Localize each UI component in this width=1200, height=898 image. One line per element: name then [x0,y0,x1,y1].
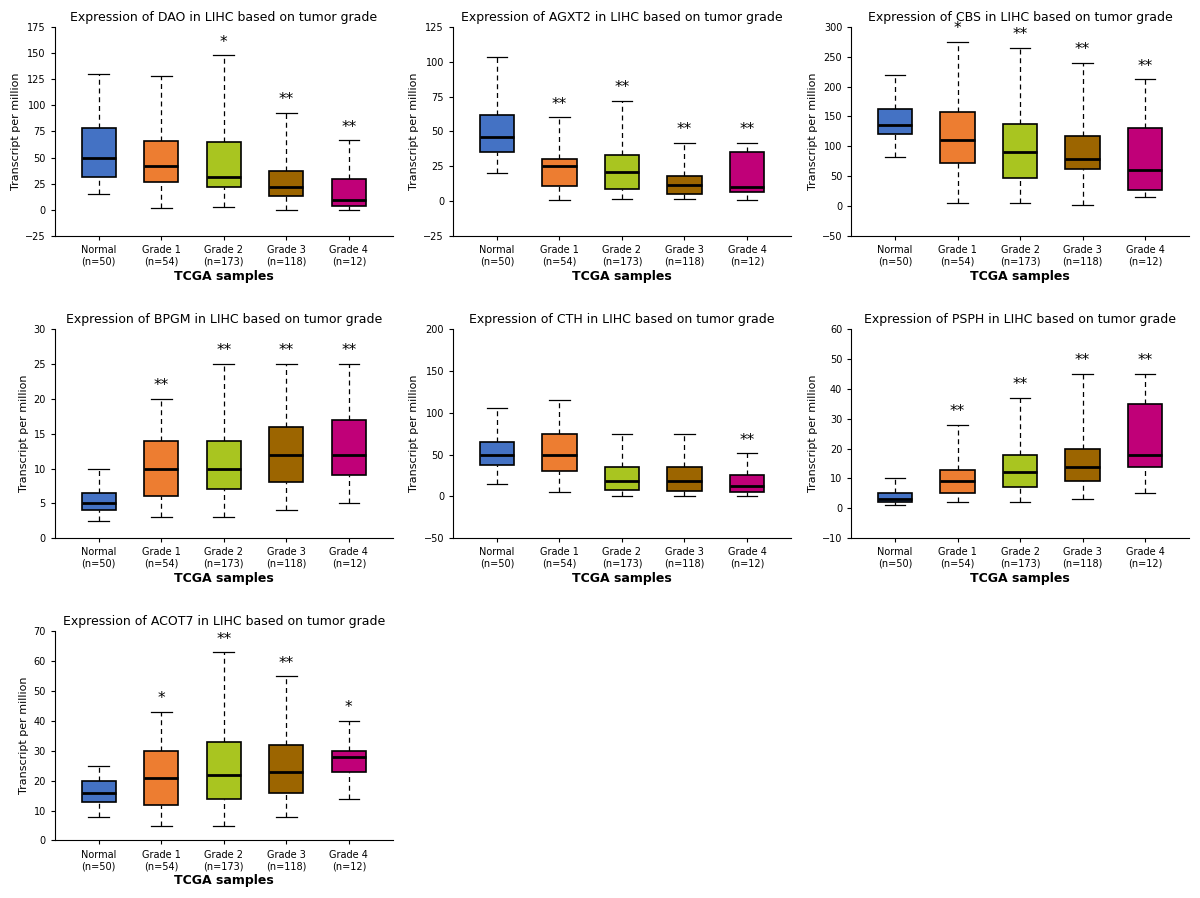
Bar [542,160,576,186]
Bar [269,172,304,197]
Title: Expression of BPGM in LIHC based on tumor grade: Expression of BPGM in LIHC based on tumo… [66,313,382,326]
Title: Expression of CTH in LIHC based on tumor grade: Expression of CTH in LIHC based on tumor… [469,313,775,326]
Title: Expression of DAO in LIHC based on tumor grade: Expression of DAO in LIHC based on tumor… [70,11,377,24]
Title: Expression of PSPH in LIHC based on tumor grade: Expression of PSPH in LIHC based on tumo… [864,313,1176,326]
Bar [269,427,304,482]
Bar [730,153,764,191]
Bar [542,434,576,471]
X-axis label: TCGA samples: TCGA samples [970,269,1070,283]
Y-axis label: Transcript per million: Transcript per million [808,73,817,190]
Y-axis label: Transcript per million: Transcript per million [19,677,29,795]
Bar [331,751,366,771]
Bar [605,467,640,489]
Text: **: ** [552,97,568,112]
Bar [1128,403,1163,467]
Bar [1128,128,1163,190]
Y-axis label: Transcript per million: Transcript per million [19,374,29,492]
Text: **: ** [278,343,294,358]
X-axis label: TCGA samples: TCGA samples [174,874,274,887]
Y-axis label: Transcript per million: Transcript per million [808,374,817,492]
Text: **: ** [739,122,755,137]
Bar [480,115,514,153]
Text: **: ** [1138,354,1153,368]
Text: *: * [220,35,228,49]
Text: **: ** [341,343,356,358]
Text: **: ** [677,122,692,137]
Bar [144,751,179,805]
X-axis label: TCGA samples: TCGA samples [174,269,274,283]
Bar [206,142,241,187]
Text: **: ** [1075,42,1091,57]
Bar [941,470,974,494]
X-axis label: TCGA samples: TCGA samples [970,572,1070,585]
X-axis label: TCGA samples: TCGA samples [572,572,672,585]
Bar [667,176,702,194]
Bar [331,419,366,476]
Text: **: ** [216,631,232,647]
Bar [730,476,764,492]
Bar [605,155,640,189]
Bar [144,441,179,497]
Y-axis label: Transcript per million: Transcript per million [409,374,419,492]
Bar [82,780,116,802]
Bar [331,179,366,206]
Text: *: * [157,691,166,707]
Bar [667,467,702,490]
Text: **: ** [614,81,630,95]
Bar [1003,124,1037,178]
X-axis label: TCGA samples: TCGA samples [174,572,274,585]
Bar [82,493,116,510]
Bar [941,111,974,163]
Text: *: * [954,22,961,37]
Bar [1066,136,1099,169]
Y-axis label: Transcript per million: Transcript per million [11,73,22,190]
Bar [878,494,912,503]
Text: **: ** [278,656,294,671]
Title: Expression of ACOT7 in LIHC based on tumor grade: Expression of ACOT7 in LIHC based on tum… [62,615,385,629]
Text: **: ** [154,378,169,393]
Text: **: ** [950,404,965,419]
Title: Expression of CBS in LIHC based on tumor grade: Expression of CBS in LIHC based on tumor… [868,11,1172,24]
Text: *: * [346,700,353,716]
Text: **: ** [1075,354,1091,368]
Text: **: ** [341,119,356,135]
Text: **: ** [1138,58,1153,74]
Bar [269,744,304,793]
Text: **: ** [1013,27,1027,42]
Bar [82,128,116,177]
Bar [144,141,179,181]
Bar [1066,448,1099,481]
Bar [206,742,241,798]
Text: **: ** [739,433,755,447]
Text: **: ** [278,92,294,108]
Bar [878,109,912,135]
Y-axis label: Transcript per million: Transcript per million [409,73,419,190]
X-axis label: TCGA samples: TCGA samples [572,269,672,283]
Text: **: ** [216,343,232,358]
Text: **: ** [1013,377,1027,392]
Bar [480,442,514,464]
Bar [1003,454,1037,488]
Title: Expression of AGXT2 in LIHC based on tumor grade: Expression of AGXT2 in LIHC based on tum… [461,11,782,24]
Bar [206,441,241,489]
